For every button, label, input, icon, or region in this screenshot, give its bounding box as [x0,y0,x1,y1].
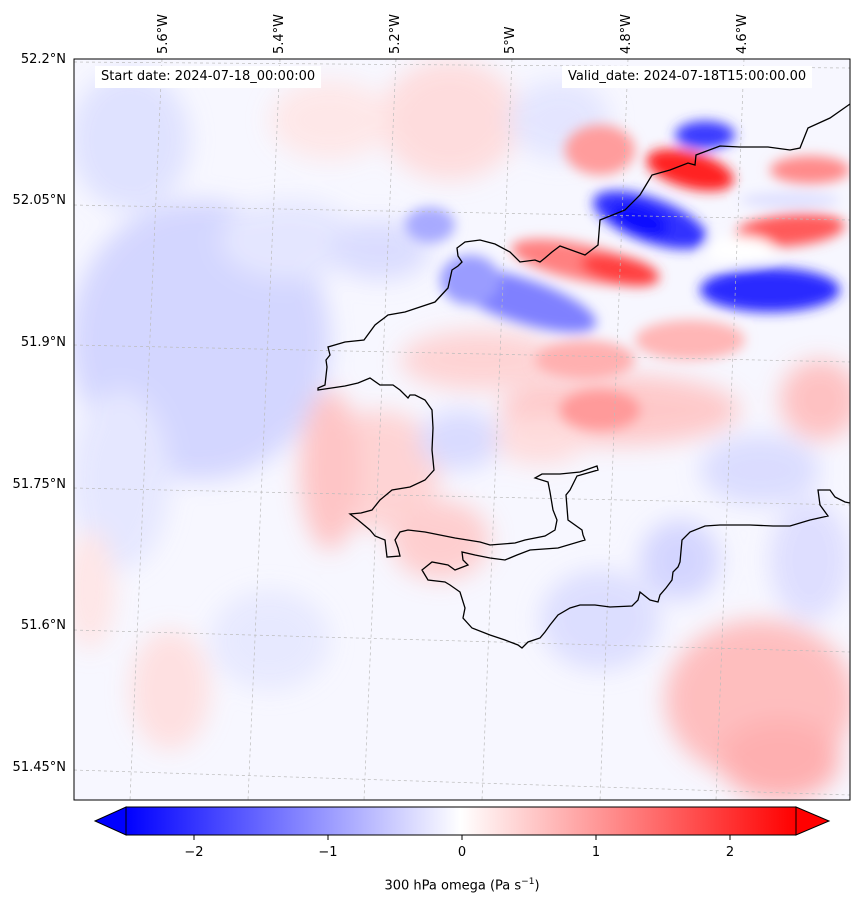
lon-label-5-2w: 5.2°W [388,13,403,54]
lon-label-5-6w: 5.6°W [156,13,171,54]
valid-date-label: Valid_date: 2024-07-18T15:00:00.00 [562,66,813,88]
colorbar-label: 300 hPa omega (Pa s−1) [384,877,539,893]
colorbar-label-close: ) [534,878,540,894]
lat-label-51-9: 51.9°N [20,335,66,350]
colorbar-extend-high [795,806,831,836]
colorbar-tick-label: −2 [184,845,204,860]
lon-label-4-8w: 4.8°W [619,13,634,54]
colorbar [93,806,831,840]
lon-label-4-6w: 4.6°W [735,13,750,54]
lat-label-51-45: 51.45°N [12,760,66,775]
colorbar-extend-low [93,806,127,836]
colorbar-body [125,806,797,836]
lat-label-51-75: 51.75°N [12,477,66,492]
lon-label-5w: 5°W [503,26,518,54]
lon-label-5-4w: 5.4°W [272,13,287,54]
colorbar-tick-label: 2 [725,845,735,860]
lat-label-52-05: 52.05°N [12,193,66,208]
lat-label-51-6: 51.6°N [20,618,66,633]
colorbar-tick-label: 0 [457,845,467,860]
lat-label-52-2: 52.2°N [20,52,66,67]
colorbar-tick-label: −1 [318,845,338,860]
colorbar-tick-label: 1 [591,845,601,860]
colorbar-unit-exponent: −1 [521,877,535,887]
start-date-label: Start date: 2024-07-18_00:00:00 [95,66,322,88]
colorbar-variable: 300 hPa omega (Pa s [384,878,522,894]
